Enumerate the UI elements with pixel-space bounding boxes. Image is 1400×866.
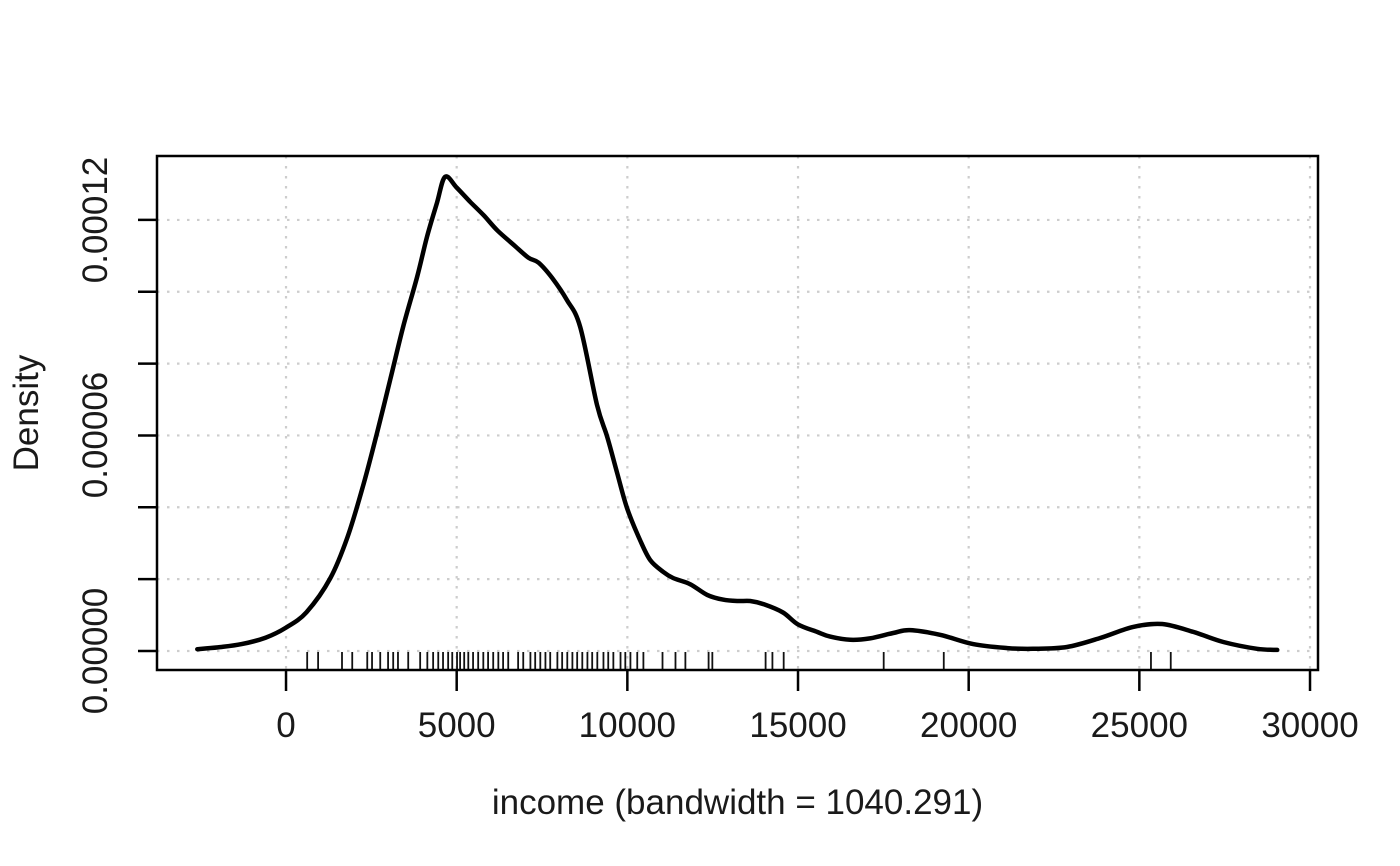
x-tick-label: 10000 bbox=[578, 706, 677, 745]
x-tick-label: 5000 bbox=[417, 706, 496, 745]
y-axis-title: Density bbox=[7, 354, 46, 472]
x-axis-title: income (bandwidth = 1040.291) bbox=[491, 783, 984, 822]
gridlines bbox=[157, 156, 1318, 670]
x-tick-label: 30000 bbox=[1261, 706, 1359, 745]
density-curve bbox=[195, 174, 1280, 653]
x-tick-label: 25000 bbox=[1090, 706, 1189, 745]
x-tick-label: 0 bbox=[276, 706, 296, 745]
plot-box bbox=[155, 154, 1320, 672]
x-tick-label: 20000 bbox=[920, 706, 1018, 745]
rug-marks bbox=[306, 652, 1172, 670]
x-tick-label: 15000 bbox=[749, 706, 847, 745]
y-tick-label: 0.00006 bbox=[76, 372, 115, 499]
y-tick-label: 0.00000 bbox=[76, 587, 115, 715]
y-tick-label: 0.00012 bbox=[76, 156, 115, 284]
axis-tick-marks bbox=[138, 218, 1312, 691]
